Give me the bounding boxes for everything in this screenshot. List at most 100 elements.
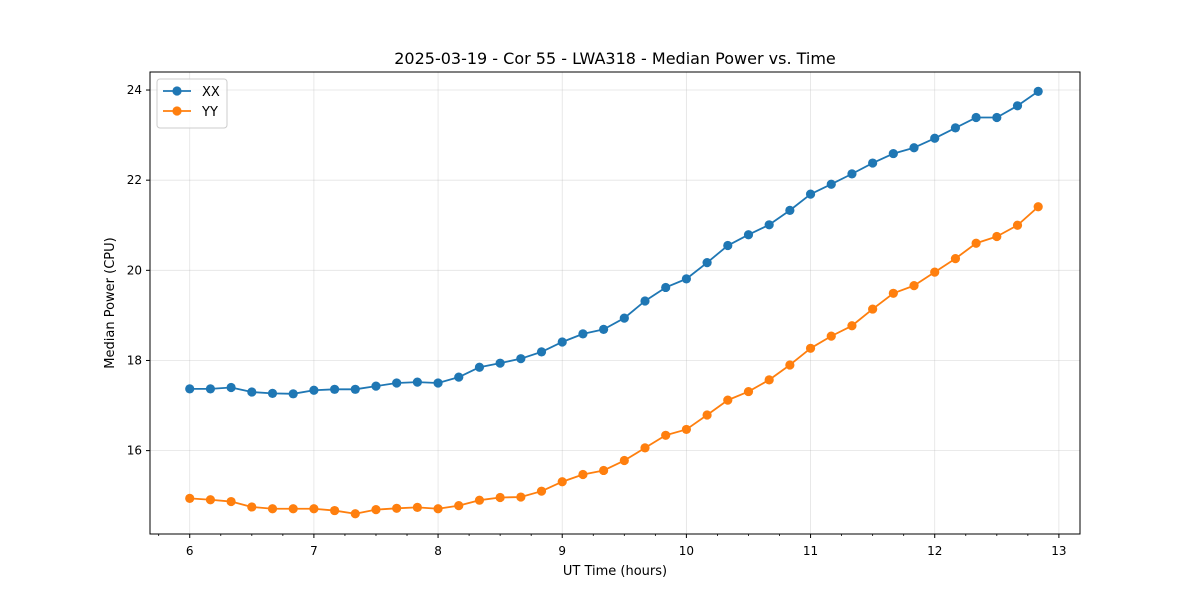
series-layer (185, 86, 1043, 519)
data-point-xx (785, 205, 795, 215)
data-point-yy (702, 410, 712, 420)
data-point-yy (309, 504, 319, 514)
data-point-xx (495, 358, 505, 368)
data-point-xx (454, 372, 464, 382)
data-point-xx (412, 377, 422, 387)
grid (150, 72, 1080, 534)
data-point-xx (1033, 86, 1043, 96)
data-point-yy (743, 386, 754, 397)
legend-label-xx: XX (202, 85, 220, 100)
data-point-xx (661, 282, 671, 293)
data-point-yy (495, 492, 505, 503)
data-point-yy (247, 502, 257, 512)
data-point-yy (371, 505, 381, 515)
data-point-yy (267, 504, 278, 514)
x-tick-label: 11 (803, 544, 818, 558)
data-point-yy (868, 304, 878, 314)
y-axis-label: Median Power (CPU) (103, 237, 118, 368)
data-point-xx (764, 220, 774, 230)
data-point-xx (743, 230, 754, 240)
data-point-yy (185, 493, 195, 503)
data-point-yy (288, 504, 298, 514)
data-point-yy (805, 343, 816, 353)
data-point-xx (599, 324, 609, 334)
y-tick-label: 20 (127, 263, 142, 277)
data-point-xx (1012, 101, 1023, 111)
data-point-xx (329, 384, 340, 394)
data-point-yy (350, 509, 360, 519)
data-point-yy (536, 486, 547, 496)
data-point-yy (392, 503, 402, 513)
x-axis-label: UT Time (hours) (563, 564, 667, 579)
data-point-yy (971, 238, 981, 248)
data-point-yy (329, 505, 340, 516)
data-point-yy (226, 496, 236, 507)
x-tick-label: 6 (186, 544, 194, 558)
data-point-yy (992, 231, 1002, 242)
data-point-yy (433, 504, 443, 514)
data-point-yy (930, 267, 940, 277)
data-point-xx (909, 143, 919, 153)
x-tick-label: 8 (434, 544, 442, 558)
data-point-xx (868, 158, 878, 168)
data-point-xx (619, 313, 629, 323)
data-point-xx (267, 388, 278, 398)
data-point-yy (723, 395, 733, 405)
data-point-yy (454, 501, 464, 511)
data-point-yy (557, 477, 567, 487)
data-point-xx (536, 347, 547, 357)
y-tick-label: 22 (127, 173, 142, 187)
data-point-xx (185, 384, 195, 394)
data-point-yy (516, 492, 526, 502)
data-point-xx (723, 240, 733, 251)
data-point-xx (805, 189, 816, 199)
legend-label-yy: YY (201, 105, 218, 120)
y-tick-label: 16 (127, 444, 142, 458)
data-point-xx (992, 112, 1002, 123)
data-point-xx (930, 133, 940, 143)
data-point-xx (309, 385, 319, 395)
x-tick-label: 7 (310, 544, 318, 558)
data-point-xx (371, 381, 381, 391)
data-point-xx (826, 179, 836, 189)
series-line-xx (189, 90, 1039, 395)
data-point-yy (826, 331, 836, 341)
data-point-xx (578, 329, 588, 339)
plot-frame (149, 71, 1081, 535)
data-point-xx (474, 362, 485, 372)
data-point-xx (950, 123, 961, 133)
data-point-xx (557, 337, 567, 347)
data-point-yy (661, 430, 671, 440)
data-point-yy (474, 495, 485, 505)
data-point-xx (681, 274, 691, 284)
data-point-yy (578, 469, 588, 480)
data-point-yy (785, 360, 795, 370)
data-point-yy (599, 465, 609, 476)
legend-marker-yy (172, 106, 182, 116)
data-point-xx (702, 258, 712, 268)
x-tick-label: 13 (1051, 544, 1066, 558)
data-point-yy (1033, 202, 1043, 212)
data-point-yy (909, 281, 919, 291)
legend: XX YY (156, 78, 228, 129)
data-point-xx (350, 384, 360, 394)
data-point-yy (619, 455, 629, 466)
data-point-xx (205, 384, 216, 394)
data-point-xx (433, 378, 443, 388)
x-tick-label: 12 (927, 544, 942, 558)
data-point-xx (392, 378, 402, 388)
x-tick-label: 9 (558, 544, 566, 558)
data-point-xx (247, 387, 257, 397)
data-point-xx (226, 382, 236, 393)
data-point-yy (950, 254, 961, 264)
data-point-yy (681, 424, 691, 435)
data-point-yy (764, 375, 774, 385)
y-tick-label: 18 (127, 353, 142, 367)
data-point-yy (412, 502, 422, 513)
data-point-xx (288, 389, 298, 399)
data-point-yy (1012, 220, 1023, 230)
data-point-yy (888, 288, 898, 298)
axis-ticks: 6 7 8 9 10 11 12 13 16 18 20 22 24 (127, 83, 1067, 558)
